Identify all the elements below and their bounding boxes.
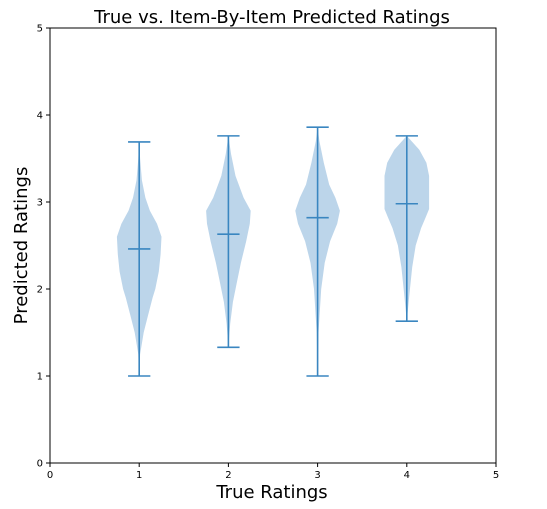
x-axis-label: True Ratings xyxy=(215,482,327,503)
x-tick-label: 1 xyxy=(136,470,142,481)
stats-layer xyxy=(128,126,418,377)
x-tick-label: 3 xyxy=(314,470,320,481)
chart-title: True vs. Item-By-Item Predicted Ratings xyxy=(93,7,450,28)
y-tick-label: 0 xyxy=(37,459,43,470)
x-axis: 0 1 2 3 4 5 xyxy=(47,463,499,481)
x-tick-label: 2 xyxy=(225,470,231,481)
x-tick-label: 5 xyxy=(493,470,499,481)
y-tick-label: 5 xyxy=(37,24,43,35)
violins-layer xyxy=(116,127,430,376)
y-tick-label: 3 xyxy=(37,198,43,209)
y-tick-label: 4 xyxy=(37,111,43,122)
y-axis: 0 1 2 3 4 5 xyxy=(37,24,50,470)
y-axis-label: Predicted Ratings xyxy=(11,167,32,325)
plot-frame xyxy=(49,27,497,464)
y-tick-label: 2 xyxy=(37,285,43,296)
x-tick-label: 4 xyxy=(404,470,410,481)
y-tick-label: 1 xyxy=(37,372,43,383)
x-tick-label: 0 xyxy=(47,470,53,481)
